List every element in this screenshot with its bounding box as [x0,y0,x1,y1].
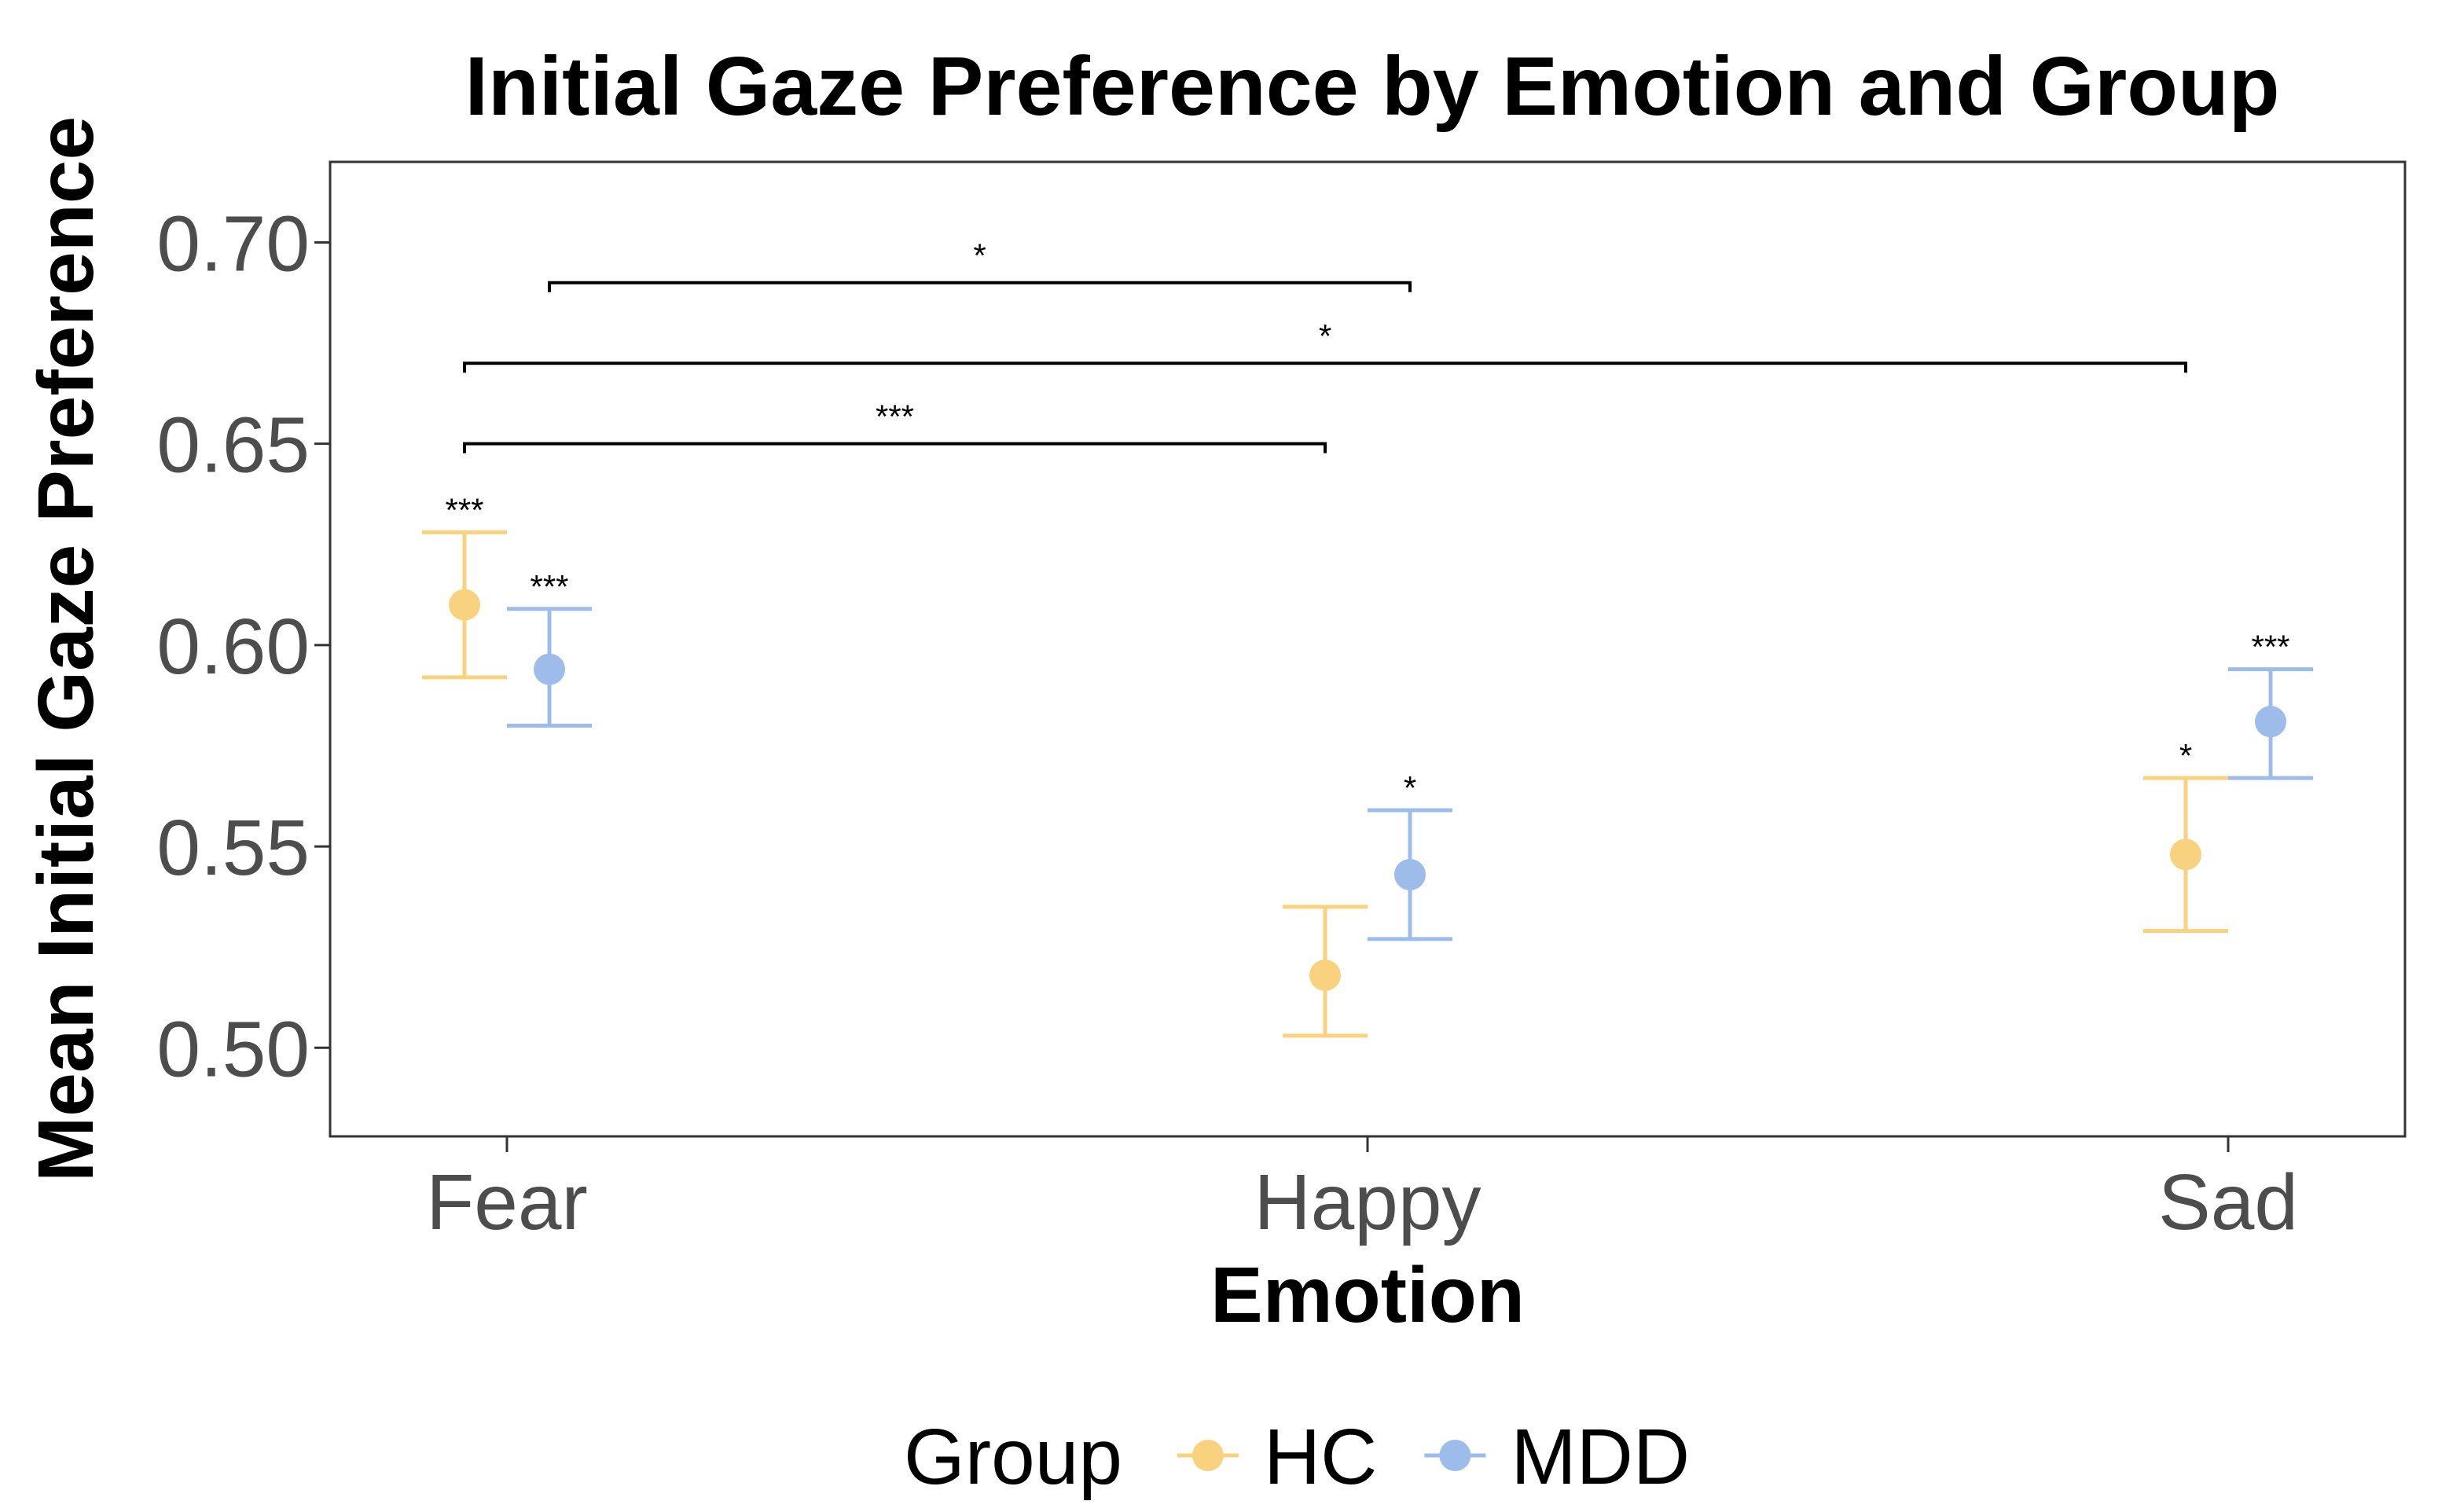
legend-key-point [1439,1440,1471,1471]
plot-panel [329,160,2407,1138]
data-point [1309,960,1341,992]
series-hc: **** [422,491,2228,1038]
legend-label: HC [1264,1413,1377,1501]
y-tick-label: 0.70 [156,200,310,288]
x-axis-title: Emotion [1210,1251,1525,1339]
comparison-label: * [973,237,986,274]
point-significance-label: * [2179,737,2192,774]
x-axis: Fear Happy Sad [426,1136,2298,1246]
y-tick-label: 0.65 [156,402,310,490]
series-mdd: ******* [507,568,2313,941]
data-point [534,653,565,685]
legend-key-point [1191,1440,1224,1471]
chart-title: Initial Gaze Preference by Emotion and G… [465,40,2280,133]
data-series: *********** [422,491,2313,1038]
x-tick-label: Happy [1254,1158,1481,1246]
point-significance-label: * [1404,769,1416,806]
y-tick-label: 0.50 [156,1005,310,1093]
comparison-label: *** [876,398,914,435]
comparison-bracket [463,442,1327,453]
y-axis: 0.50 0.55 0.60 0.65 0.70 [156,200,330,1093]
x-tick-label: Fear [426,1158,588,1246]
point-significance-label: *** [2251,629,2289,666]
significance-brackets: ***** [463,237,2187,453]
comparison-bracket [463,361,2187,373]
comparison-bracket [548,281,1412,292]
y-axis-title: Mean Initial Gaze Preference [22,116,110,1182]
point-significance-label: *** [445,491,483,528]
point-significance-label: *** [530,568,568,605]
x-tick-label: Sad [2158,1158,2298,1246]
data-point [1394,858,1426,890]
comparison-label: * [1319,317,1331,354]
legend-title: Group [904,1413,1122,1501]
y-tick-label: 0.55 [156,804,310,892]
legend-label: MDD [1511,1413,1690,1501]
data-point [2170,839,2201,871]
legend: Group HC MDD [904,1413,1690,1501]
data-point [449,589,480,621]
y-tick-label: 0.60 [156,603,310,691]
data-point [2255,706,2286,738]
